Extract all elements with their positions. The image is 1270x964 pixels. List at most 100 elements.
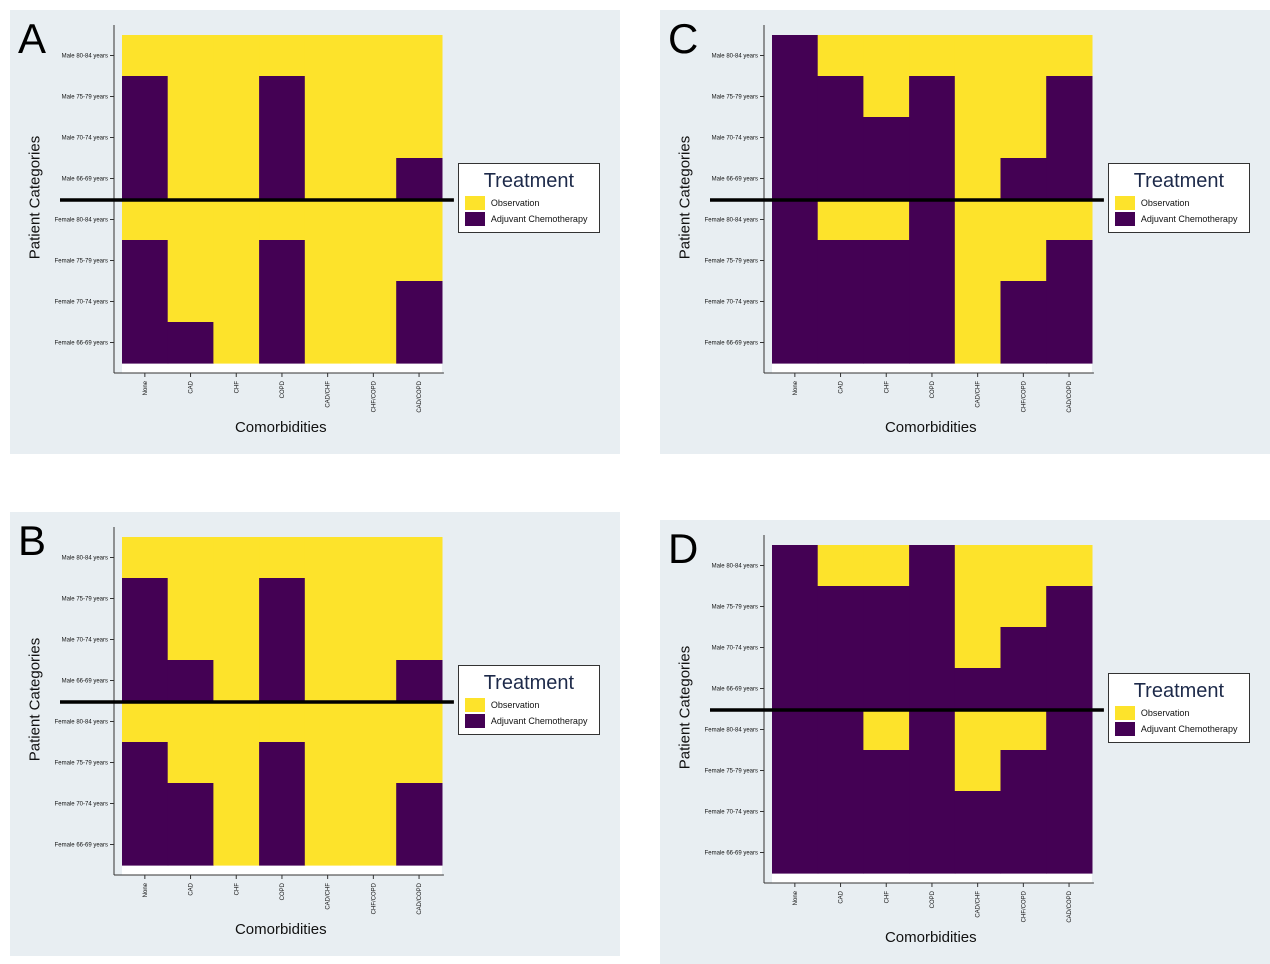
y-tick-label: Female 80-84 years [55,218,108,224]
heatmap-cell [122,35,169,77]
heatmap-cell [1000,668,1047,710]
heatmap-cell [350,619,397,661]
x-tick-label: CAD/COPD [417,380,423,412]
legend-label: Adjuvant Chemotherapy [490,214,588,224]
heatmap-cell [396,783,443,825]
heatmap-cell [817,76,864,118]
heatmap-cell [1046,158,1093,200]
x-tick-label: COPD [930,380,936,398]
heatmap-cell [1046,709,1093,751]
heatmap-cell [396,117,443,159]
heatmap-cell [954,240,1002,282]
legend: Treatment Observation Adjuvant Chemotherap… [1107,673,1250,743]
heatmap-cell [817,240,864,282]
heatmap-cell [304,701,352,743]
heatmap-cell [167,117,214,159]
heatmap-cell [122,240,169,282]
heatmap-cell [213,281,260,323]
heatmap-cell [1046,545,1093,587]
legend-swatch [1114,212,1135,226]
heatmap-cell [817,709,864,751]
y-tick-label: Female 66-69 years [55,843,108,849]
heatmap-cell [167,578,214,620]
heatmap-cell [396,578,443,620]
heatmap-cell [213,322,260,364]
heatmap-cell [350,35,397,77]
heatmap-cell [396,281,443,323]
heatmap-cell [122,742,169,784]
heatmap-cell [909,199,956,241]
heatmap-cell [954,35,1002,77]
x-tick-label: None [793,890,799,905]
y-tick-label: Male 66-69 years [712,687,758,693]
heatmap-cell [396,742,443,784]
legend-label: Observation [490,700,540,710]
heatmap-cell [909,832,956,874]
heatmap-cell [1000,158,1047,200]
heatmap-cell [122,537,169,579]
heatmap-cell [350,701,397,743]
heatmap-cell [954,791,1002,833]
heatmap-cell [396,824,443,866]
heatmap-cell [350,578,397,620]
heatmap-cell [909,668,956,710]
x-tick-label: CHF [234,381,240,394]
heatmap-cell [304,199,352,241]
heatmap-cell [396,619,443,661]
heatmap-cell [863,832,910,874]
legend-label: Adjuvant Chemotherapy [1140,214,1238,224]
heatmap-cell [772,158,819,200]
heatmap-cell [1046,668,1093,710]
heatmap-cell [304,537,352,579]
y-tick-label: Male 80-84 years [712,54,758,60]
heatmap-cell [817,35,864,77]
legend-item: Adjuvant Chemotherapy [464,212,588,226]
heatmap-cell [1000,586,1047,628]
heatmap-cell [213,783,260,825]
x-axis-title: Comorbidities [234,419,327,436]
y-tick-label: Male 75-79 years [712,605,758,611]
heatmap-cell [122,619,169,661]
y-tick-label: Male 66-69 years [712,177,758,183]
legend-title: Treatment [1133,170,1225,192]
heatmap-cell [1046,627,1093,669]
heatmap-cell [817,199,864,241]
heatmap-cell [167,742,214,784]
x-tick-label: CAD/CHF [976,891,982,918]
legend-item: Adjuvant Chemotherapy [1114,212,1238,226]
heatmap-cell [350,322,397,364]
heatmap-svg: Male 80-84 years Male 75-79 years Male 70-… [55,25,454,413]
y-axis-title: Patient Categories [676,645,694,770]
heatmap-cell [259,35,306,77]
heatmap-cell [304,35,352,77]
heatmap-cell [1000,545,1047,587]
heatmap-cell [122,701,169,743]
y-tick-label: Male 70-74 years [62,638,108,644]
y-tick-label: Female 75-79 years [705,259,758,265]
heatmap-cell [909,545,956,587]
heatmap-cell [772,545,819,587]
x-tick-label: CAD/COPD [417,882,423,914]
heatmap-cell [259,117,306,159]
heatmap-cell [1046,586,1093,628]
heatmap-cell [259,783,306,825]
x-tick-label: None [143,882,149,897]
y-tick-label: Male 70-74 years [712,136,758,142]
heatmap-cell [863,668,910,710]
x-tick-label: COPD [280,380,286,398]
heatmap-cell [213,158,260,200]
heatmap-cell [909,35,956,77]
heatmap-cell [350,158,397,200]
heatmap-cell [259,742,306,784]
heatmap-cell [304,824,352,866]
heatmap-cell [772,199,819,241]
heatmap-cell [259,578,306,620]
y-axis-title: Patient Categories [676,135,694,260]
legend-label: Adjuvant Chemotherapy [490,716,588,726]
heatmap-cell [1000,281,1047,323]
x-axis-title: Comorbidities [884,929,977,946]
heatmap-cell [213,660,260,702]
legend-title: Treatment [483,672,575,694]
heatmap-cell [772,35,819,77]
heatmap-cell [396,199,443,241]
